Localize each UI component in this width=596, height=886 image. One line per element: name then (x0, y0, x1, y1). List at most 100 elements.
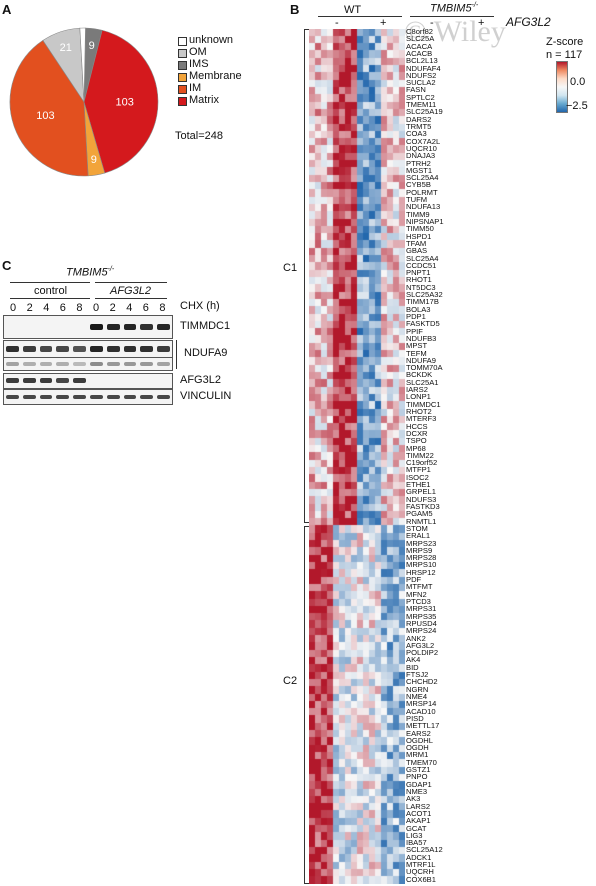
gene-label: SLC25A (406, 34, 435, 44)
heatmap (309, 29, 405, 884)
legend-label-om: OM (189, 46, 207, 58)
blot-band (6, 346, 19, 352)
cluster-c1-bracket (304, 29, 305, 523)
afg3l2-column-label: AFG3L2 (506, 15, 551, 29)
pie-slice-unknown (79, 27, 86, 103)
blot-band (123, 362, 137, 366)
gene-label: HSPD1 (406, 231, 432, 241)
legend-swatch-matrix (178, 97, 187, 106)
blot-band (140, 395, 154, 399)
gene-label: MRPS9 (406, 545, 433, 555)
blot-band (106, 395, 120, 399)
gene-label: SLC25A32 (406, 290, 443, 300)
gene-label: BCKDK (406, 370, 433, 380)
blot-band (140, 362, 154, 366)
gene-label: NDUFS3 (406, 494, 437, 504)
gene-label: AFG3L2 (406, 640, 435, 650)
gene-label: TIMM9 (406, 209, 430, 219)
pie-label-om: 21 (60, 42, 72, 54)
header-ko: TMBIM5-/- (430, 2, 479, 15)
gene-label: OGDHL (406, 735, 434, 745)
gene-label: TIMM17B (406, 297, 439, 307)
panel-b-letter: B (290, 2, 300, 17)
legend-swatch-im (178, 85, 187, 94)
legend-swatch-membrane (178, 73, 187, 82)
blot-afg3l2 (3, 373, 173, 389)
gene-label: TRMT5 (406, 122, 432, 131)
blot-band (157, 395, 170, 399)
gene-label: SCL25A12 (406, 845, 443, 855)
pie-legend: unknown OM IMS Membrane IM Matrix (175, 34, 285, 114)
gene-label: CHCHD2 (406, 677, 438, 687)
gene-label: NT5DC3 (406, 282, 436, 292)
blot-band (90, 324, 103, 330)
gene-label: PNPO (406, 772, 428, 782)
blot-band (123, 346, 137, 352)
blot-band (56, 362, 70, 366)
legend-label-ims: IMS (189, 58, 209, 70)
gene-label: ACOT1 (406, 808, 432, 818)
gene-label: MGST1 (406, 165, 433, 175)
cluster-c1-tick-top (304, 29, 309, 30)
pie-label-membrane: 9 (91, 154, 97, 166)
gene-label: TIMM50 (406, 224, 434, 234)
blot-band (90, 346, 103, 352)
blot-band (56, 378, 70, 383)
blot-band (90, 395, 103, 399)
gene-label: POLDIP2 (406, 648, 439, 658)
panel-c-letter: C (2, 258, 12, 273)
blot-band (22, 346, 36, 352)
blot-ndufa9-a (3, 340, 173, 358)
control-bracket (10, 282, 90, 283)
blot-band (73, 362, 86, 366)
gene-label: FTSJ2 (406, 670, 429, 680)
chx-label: CHX (h) (180, 300, 220, 312)
gene-label: NME3 (406, 787, 428, 796)
legend-label-unknown: unknown (189, 34, 234, 46)
blot-band (22, 395, 36, 399)
col-plus-1: + (380, 17, 387, 29)
cluster-c1-tick-bottom (304, 522, 309, 523)
blot-band (6, 378, 19, 383)
zscore-tick-top: 0.0 (570, 76, 586, 88)
group-afg-label: AFG3L2 (110, 285, 151, 297)
gene-label: MTERF3 (406, 414, 437, 424)
gene-label: DCXR (406, 428, 428, 438)
gene-label: GCAT (406, 823, 427, 833)
gene-label: MPST (406, 341, 428, 351)
legend-label-membrane: Membrane (189, 70, 242, 82)
gene-label: POLRMT (406, 187, 438, 197)
gene-label: AK3 (406, 794, 421, 804)
gene-label: GBAS (406, 246, 428, 256)
gene-label: NDUFB3 (406, 333, 437, 343)
gene-label: NDUFA9 (406, 355, 436, 365)
gene-label: LIG3 (406, 830, 423, 840)
n-label: n = 117 (546, 49, 583, 61)
gene-label: NME4 (406, 692, 428, 701)
gene-label: FASTKD3 (406, 502, 440, 511)
gene-label: COX7A2L (406, 136, 441, 146)
gene-label: DNAJA3 (406, 151, 436, 161)
blot-band (22, 362, 36, 366)
timepoint-label: 4 (126, 302, 133, 314)
gene-label: GDAP1 (406, 779, 432, 789)
gene-label: COX6B1 (406, 874, 436, 884)
gene-label: TFAM (406, 238, 427, 248)
blot-band (157, 362, 170, 366)
legend-swatch-unknown (178, 37, 187, 46)
pie-label-ims: 9 (89, 40, 95, 52)
blot-band (39, 378, 53, 383)
blot-vinculin (3, 389, 173, 405)
pie-label-matrix: 103 (116, 96, 134, 108)
gene-label: EARS2 (406, 728, 431, 738)
gene-label: ACAD10 (406, 706, 436, 716)
gene-label: TMEM70 (406, 757, 437, 767)
pie-label-im: 103 (36, 110, 54, 122)
gene-label: LONP1 (406, 392, 431, 402)
col-minus-2: - (430, 17, 434, 29)
blot-band (73, 346, 86, 352)
gene-label: MTFP1 (406, 465, 431, 475)
gene-label: PGAM5 (406, 509, 433, 519)
gene-label: FASKTD5 (406, 319, 440, 329)
